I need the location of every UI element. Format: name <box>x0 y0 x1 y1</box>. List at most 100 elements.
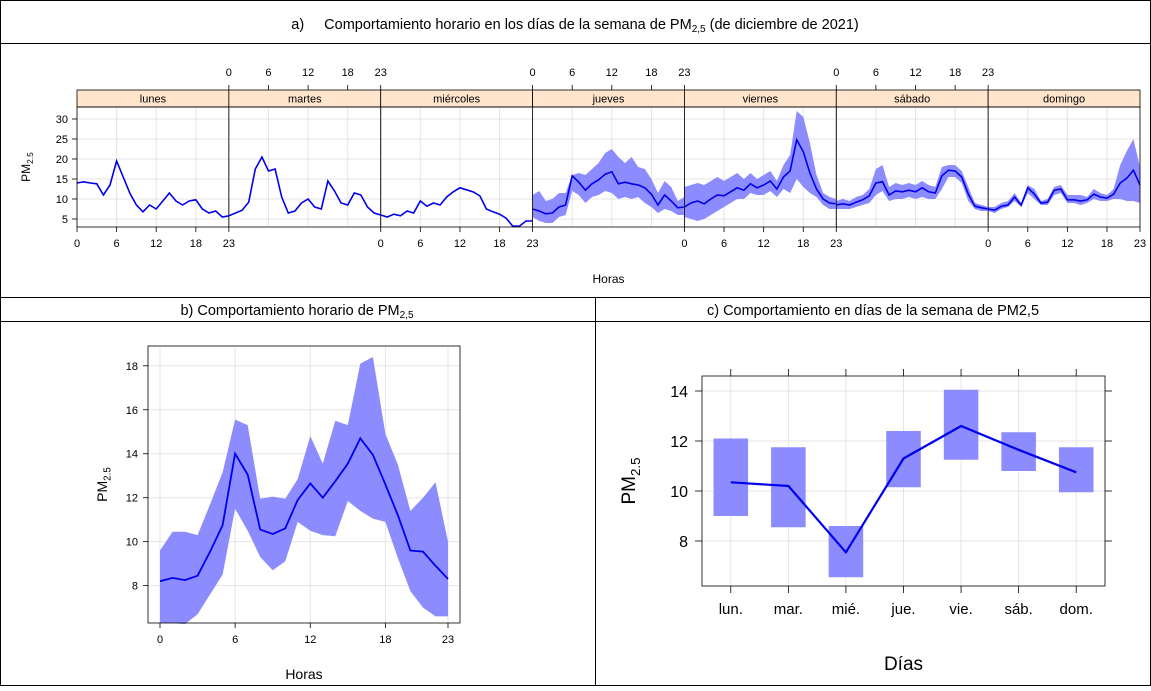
y-tick-label: 20 <box>56 154 68 166</box>
panel-frame <box>76 106 230 228</box>
x-axis-label: Horas <box>285 666 322 682</box>
x-tick-label: 23 <box>223 238 235 250</box>
ci-band <box>532 149 685 223</box>
caption-b: b) Comportamiento horario de PM2,5 <box>180 303 414 321</box>
x-tick-label: 12 <box>909 67 921 79</box>
y-tick-label: 12 <box>126 493 138 505</box>
x-tick-label: 0 <box>157 634 163 646</box>
y-tick-label: 16 <box>126 405 138 417</box>
x-tick-label: 6 <box>265 67 271 79</box>
panel-4: jueves 0 6 12 18 23 <box>530 67 691 228</box>
x-tick-label: 23 <box>1134 238 1146 250</box>
y-tick-label: 25 <box>56 134 68 146</box>
y-tick-label: 14 <box>670 384 688 401</box>
y-tick-label: 10 <box>670 484 688 501</box>
strip-label: miércoles <box>433 94 481 106</box>
x-tick-label: 6 <box>1025 238 1031 250</box>
x-tick-label: 6 <box>417 238 423 250</box>
series-line <box>987 168 1141 212</box>
x-tick-label: 12 <box>606 67 618 79</box>
strip-label: domingo <box>1043 94 1085 106</box>
x-tick-label: 6 <box>721 238 727 250</box>
y-tick-label: 5 <box>62 214 68 226</box>
x-tick-label: 0 <box>226 67 232 79</box>
panel-frame <box>228 106 382 228</box>
x-tick-label: vie. <box>949 601 972 618</box>
y-tick-label: 12 <box>670 434 688 451</box>
panel-frame <box>987 106 1141 228</box>
x-tick-label: dom. <box>1060 601 1093 618</box>
strip-label: jueves <box>592 94 625 106</box>
panel-1: lunes 0 6 12 18 23 <box>74 89 235 250</box>
x-tick-label: jue. <box>890 601 915 618</box>
series-line <box>683 137 837 208</box>
caption-c-main: Comportamiento en días de la semana de P… <box>723 303 1039 319</box>
series-line <box>159 436 449 583</box>
caption-a: a) Comportamiento horario en los días de … <box>291 17 859 35</box>
x-tick-label: 12 <box>302 67 314 79</box>
x-tick-label: 0 <box>681 238 687 250</box>
x-tick-label: 18 <box>379 634 391 646</box>
caption-a-main: Comportamiento horario en los días de la… <box>324 17 692 33</box>
x-tick-label: 6 <box>114 238 120 250</box>
x-tick-label: 23 <box>526 238 538 250</box>
x-tick-label: 18 <box>797 238 809 250</box>
panel-frame <box>380 106 533 228</box>
x-tick-label: 0 <box>74 238 80 250</box>
y-axis-label: PM2.5 <box>94 467 114 502</box>
x-tick-label: 18 <box>493 238 505 250</box>
x-tick-label: sáb. <box>1004 601 1032 618</box>
x-tick-label: 12 <box>1061 238 1073 250</box>
series-line <box>532 170 685 215</box>
panel-frame <box>835 106 989 228</box>
x-tick-label: 23 <box>442 634 454 646</box>
caption-b-main: Comportamiento horario de PM <box>197 303 399 319</box>
ci-box <box>1058 447 1094 493</box>
strip-label: martes <box>288 94 322 106</box>
y-tick-label: 8 <box>132 581 138 593</box>
x-tick-label: 6 <box>569 67 575 79</box>
x-tick-label: 23 <box>830 238 842 250</box>
panel-5: viernes 0 6 12 18 23 <box>681 89 842 250</box>
series-line <box>730 424 1077 555</box>
caption-b-prefix: b) <box>180 303 193 319</box>
x-axis-label: Horas <box>592 272 624 286</box>
x-tick-label: 0 <box>833 67 839 79</box>
series-line <box>228 155 381 217</box>
x-tick-label: 0 <box>985 238 991 250</box>
y-axis-label: PM2.5 <box>619 458 643 505</box>
x-tick-label: 12 <box>758 238 770 250</box>
panel-3: miércoles 0 6 12 18 23 <box>378 89 539 250</box>
y-tick-label: 15 <box>56 174 68 186</box>
ci-box <box>713 438 749 516</box>
caption-a-prefix: a) <box>291 17 304 33</box>
strip-label: viernes <box>743 94 779 106</box>
caption-c: c) Comportamiento en días de la semana de… <box>707 303 1039 319</box>
x-tick-label: 18 <box>645 67 657 79</box>
x-tick-label: lun. <box>719 601 743 618</box>
strip-label: lunes <box>140 94 167 106</box>
x-tick-label: 12 <box>150 238 162 250</box>
y-tick-label: 10 <box>126 537 138 549</box>
caption-a-sub: 2,5 <box>692 24 706 35</box>
series-line <box>380 186 533 227</box>
panel-7: domingo 0 6 12 18 23 <box>985 89 1146 250</box>
series-line <box>76 158 230 218</box>
chart-a: lunes 0 6 12 18 23 martes 0 6 12 18 23 miércoles 0 6 12… <box>19 67 1146 286</box>
caption-c-prefix: c) <box>707 303 719 319</box>
x-tick-label: 23 <box>982 67 994 79</box>
caption-a-suffix: (de diciembre de 2021) <box>706 17 859 33</box>
x-tick-label: 6 <box>873 67 879 79</box>
y-tick-label: 14 <box>126 449 138 461</box>
x-tick-label: 18 <box>342 67 354 79</box>
x-axis-label: Días <box>884 654 923 675</box>
x-tick-label: mié. <box>832 601 860 618</box>
y-tick-label: 8 <box>679 534 688 551</box>
caption-b-sub: 2,5 <box>400 310 414 321</box>
y-tick-label: 10 <box>56 194 68 206</box>
ci-band <box>836 165 989 211</box>
plot-frame <box>147 345 461 624</box>
x-tick-label: 23 <box>678 67 690 79</box>
panel-2: martes 0 6 12 18 23 <box>226 67 387 228</box>
